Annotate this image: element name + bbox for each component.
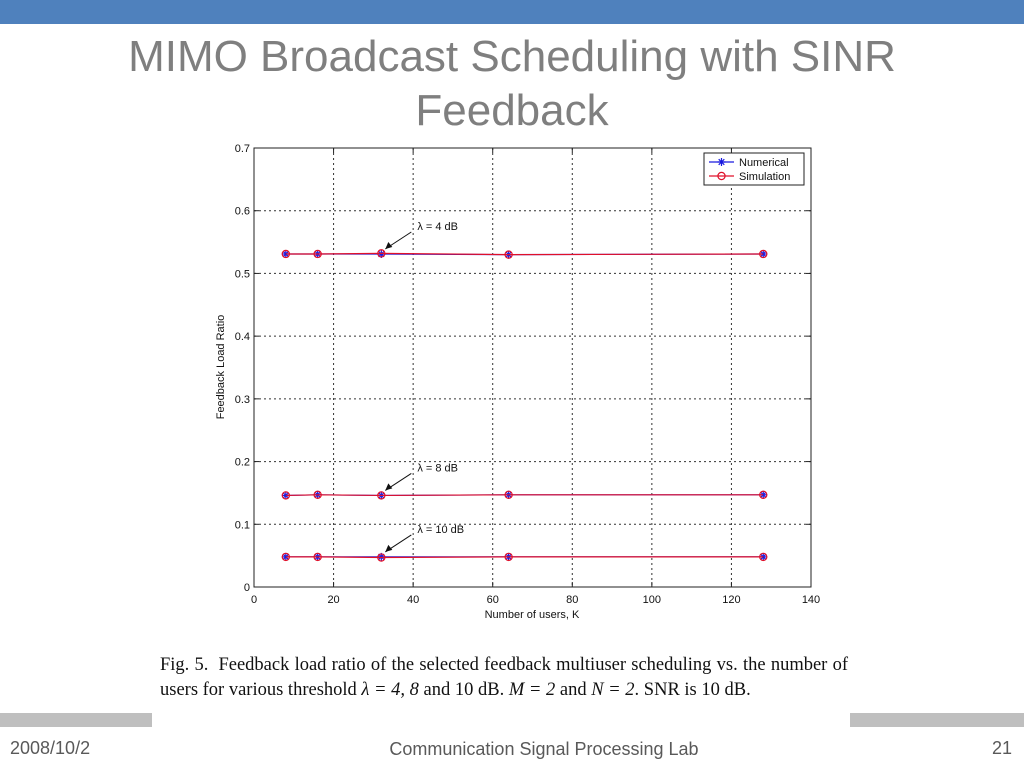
legend-label: Numerical	[739, 157, 789, 169]
data-point	[281, 491, 291, 500]
y-axis-label: Feedback Load Ratio	[215, 315, 227, 420]
series-line	[285, 494, 764, 497]
caption-text-3: and	[555, 680, 592, 700]
x-tick-label: 60	[487, 594, 499, 606]
chart-svg: 0 20 40 60 80 100 120 140 0 0.1 0.2 0.3 0.4 0.5 0.6 0.7…	[215, 143, 820, 621]
x-tick-label: 80	[566, 594, 578, 606]
caption-n: N = 2	[591, 680, 635, 700]
footer-bar-right	[850, 713, 1024, 727]
y-tick-label: 0.4	[235, 331, 250, 343]
footer-date: 2008/10/2	[10, 738, 91, 758]
data-point	[504, 250, 513, 259]
y-tick-label: 0.3	[235, 394, 250, 406]
slide-title: MIMO Broadcast Scheduling with SINR Feed…	[0, 30, 1024, 138]
data-point	[377, 553, 386, 562]
figure-number: Fig. 5.	[160, 655, 209, 675]
caption-text-4: . SNR is 10 dB.	[634, 680, 751, 700]
plot-frame	[253, 147, 812, 588]
annotation-arrowhead	[385, 241, 393, 249]
x-axis-label: Number of users, K	[485, 609, 580, 621]
data-point	[377, 491, 386, 500]
x-tick-label: 0	[251, 594, 257, 606]
data-point	[281, 249, 291, 259]
y-tick-label: 0	[244, 582, 250, 594]
legend-label: Simulation	[739, 171, 790, 183]
page-number: 21	[991, 738, 1012, 758]
series-line	[285, 252, 764, 256]
data-point	[504, 552, 513, 562]
x-tick-label: 100	[643, 594, 661, 606]
data-point	[759, 249, 768, 259]
data-point	[313, 249, 322, 259]
legend-marker	[717, 171, 726, 181]
axis-ticks: 0 20 40 60 80 100 120 140 0 0.1 0.2 0.3 0.4 0.5 0.6 0.7	[235, 143, 820, 606]
x-tick-label: 40	[407, 594, 419, 606]
data-point	[759, 490, 768, 500]
data-point	[377, 249, 386, 258]
slide-title-line-2: Feedback	[415, 86, 609, 135]
annotation-label: λ = 8 dB	[417, 462, 458, 474]
feedback-load-chart: 0 20 40 60 80 100 120 140 0 0.1 0.2 0.3 0.4 0.5 0.6 0.7…	[200, 135, 840, 630]
data-point	[759, 552, 768, 562]
y-tick-label: 0.5	[235, 268, 250, 280]
caption-text-1: Feedback load ratio of the selected feed…	[160, 655, 849, 700]
annotations-group: λ = 4 dB λ = 8 dB λ = 10 dB	[385, 221, 464, 553]
x-tick-label: 20	[327, 594, 339, 606]
caption-text-2: and 10 dB.	[418, 680, 509, 700]
footer-bar-left	[0, 713, 152, 727]
series-line	[285, 556, 764, 559]
caption-lambda: λ = 4, 8	[361, 680, 419, 700]
y-tick-label: 0.1	[235, 519, 250, 531]
slide-title-line-1: MIMO Broadcast Scheduling with SINR	[128, 32, 896, 81]
legend: Numerical Simulation	[703, 152, 805, 186]
data-point	[313, 552, 322, 562]
y-tick-label: 0.7	[235, 143, 250, 155]
top-accent-bar	[0, 0, 1024, 24]
x-tick-label: 120	[722, 594, 740, 606]
grid-lines	[254, 148, 811, 587]
series-group	[281, 249, 768, 562]
x-tick-label: 140	[802, 594, 820, 606]
data-point	[504, 490, 513, 500]
annotation-label: λ = 10 dB	[417, 524, 464, 536]
data-point	[281, 552, 291, 562]
figure-caption: Fig. 5. Feedback load ratio of the select…	[160, 653, 848, 703]
legend-marker	[717, 158, 726, 166]
y-tick-label: 0.6	[235, 206, 250, 218]
data-point	[313, 490, 322, 500]
y-tick-label: 0.2	[235, 457, 250, 469]
annotation-arrowhead	[385, 544, 393, 552]
caption-m: M = 2	[508, 680, 556, 700]
footer-lab-name: Communication Signal Processing Lab	[389, 739, 699, 759]
annotation-arrowhead	[385, 483, 393, 491]
annotation-label: λ = 4 dB	[417, 221, 458, 233]
